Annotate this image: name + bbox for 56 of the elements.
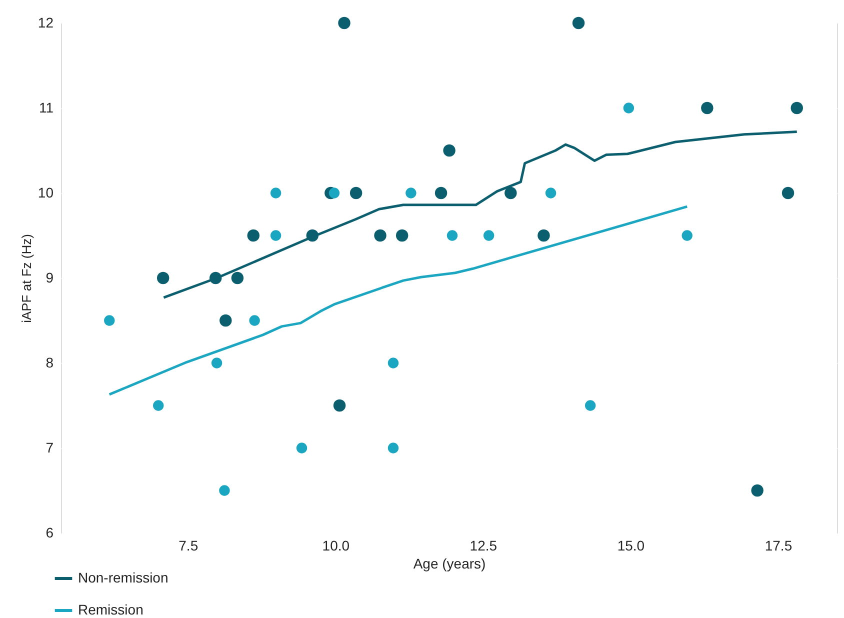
y-tick-label: 11 xyxy=(38,100,54,116)
point xyxy=(220,314,232,327)
legend-label: Non-remission xyxy=(78,570,168,586)
point xyxy=(374,229,386,242)
x-axis-title: Age (years) xyxy=(413,556,486,572)
point xyxy=(751,484,764,497)
point xyxy=(249,315,260,326)
point xyxy=(153,400,164,411)
point xyxy=(538,229,550,242)
point xyxy=(483,230,494,241)
point xyxy=(328,188,340,198)
y-axis-title: iAPF at Fz (Hz) xyxy=(18,234,34,323)
point xyxy=(782,186,794,200)
point xyxy=(701,102,714,114)
point xyxy=(443,144,456,157)
point xyxy=(338,16,350,30)
x-tick-label: 10.0 xyxy=(322,538,350,554)
line-series xyxy=(108,205,688,396)
point xyxy=(396,229,408,242)
point xyxy=(156,272,170,284)
legend-label: Remission xyxy=(78,602,144,618)
point xyxy=(231,272,244,284)
point xyxy=(211,358,222,368)
y-tick-label: 10 xyxy=(38,184,54,200)
point xyxy=(406,188,416,198)
point xyxy=(219,485,230,496)
point xyxy=(350,186,362,200)
point xyxy=(296,442,308,454)
point xyxy=(572,16,585,30)
x-tick-label: 7.5 xyxy=(178,538,198,554)
y-tick-label: 6 xyxy=(46,524,54,540)
point xyxy=(790,102,803,114)
point xyxy=(104,315,115,326)
point xyxy=(388,442,399,454)
point xyxy=(247,229,260,242)
point xyxy=(306,229,319,242)
point xyxy=(682,230,692,241)
point xyxy=(545,188,556,198)
point xyxy=(388,358,399,368)
point xyxy=(209,272,222,284)
x-tick-label: 15.0 xyxy=(617,538,645,554)
point xyxy=(270,230,282,241)
x-tick-label: 12.5 xyxy=(470,538,498,554)
x-tick-label: 17.5 xyxy=(764,538,792,554)
point xyxy=(584,400,596,411)
y-tick-label: 9 xyxy=(46,270,54,286)
point xyxy=(333,399,346,412)
line-series xyxy=(162,130,798,299)
point xyxy=(446,230,458,241)
y-tick-label: 8 xyxy=(46,354,54,370)
y-tick-label: 12 xyxy=(38,14,54,30)
point xyxy=(434,186,448,200)
y-tick-label: 7 xyxy=(46,440,54,456)
point xyxy=(623,102,634,114)
point xyxy=(504,186,517,200)
point xyxy=(270,188,282,198)
